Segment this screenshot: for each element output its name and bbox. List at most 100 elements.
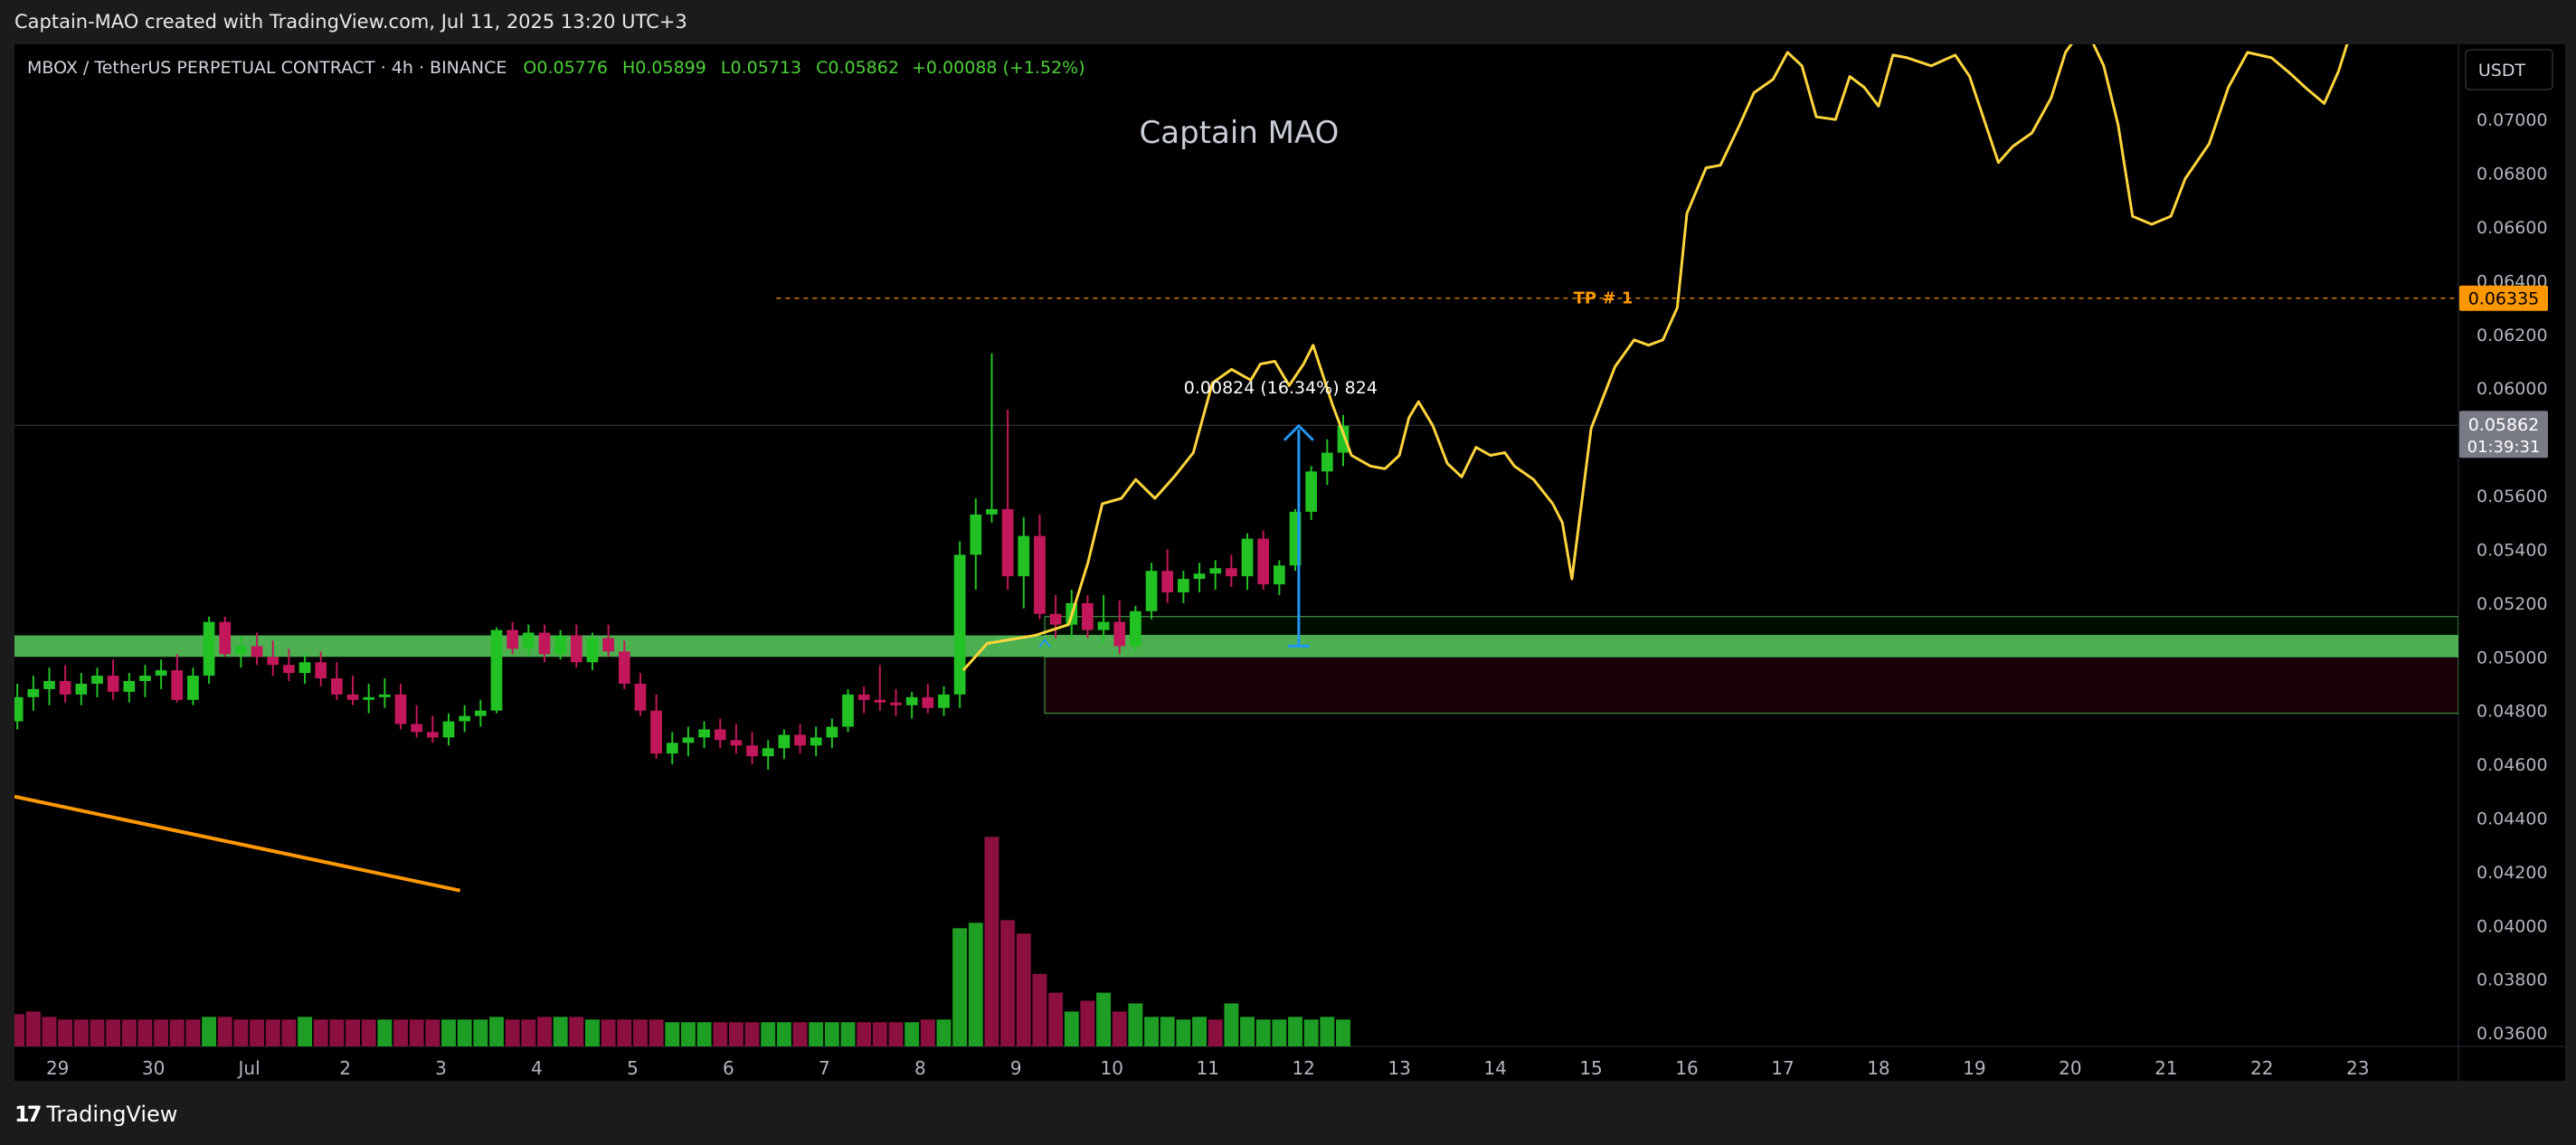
candle[interactable] <box>874 665 886 711</box>
candle[interactable] <box>1305 466 1318 520</box>
candle[interactable] <box>1049 594 1062 639</box>
candle[interactable] <box>107 659 119 700</box>
candle[interactable] <box>698 721 710 749</box>
candle[interactable] <box>794 724 806 754</box>
candle[interactable] <box>1001 409 1014 591</box>
time-tick-label: 23 <box>2346 1057 2369 1079</box>
candle[interactable] <box>1257 530 1270 591</box>
candle[interactable] <box>235 635 247 668</box>
candle[interactable] <box>1130 605 1141 652</box>
currency-button[interactable]: USDT <box>2465 49 2553 90</box>
candle[interactable] <box>123 673 136 703</box>
volume-bar <box>968 923 983 1046</box>
candle[interactable] <box>251 632 263 666</box>
candle[interactable] <box>554 629 566 660</box>
candle[interactable] <box>1018 516 1030 609</box>
candle-body <box>1337 425 1350 453</box>
candle[interactable] <box>43 667 55 705</box>
candle[interactable] <box>1337 414 1350 467</box>
candle[interactable] <box>171 654 184 703</box>
candle[interactable] <box>522 624 535 658</box>
candle[interactable] <box>922 683 934 714</box>
candle[interactable] <box>155 659 167 689</box>
candle[interactable] <box>538 624 551 663</box>
candle[interactable] <box>810 726 822 757</box>
candle[interactable] <box>1178 571 1189 603</box>
candle[interactable] <box>1161 549 1174 603</box>
candle[interactable] <box>203 616 215 684</box>
candle[interactable] <box>346 676 359 705</box>
candle[interactable] <box>570 624 582 668</box>
candle[interactable] <box>426 715 439 743</box>
candle[interactable] <box>1321 439 1333 486</box>
candle[interactable] <box>1193 563 1206 592</box>
candle[interactable] <box>986 353 998 523</box>
candle[interactable] <box>91 667 103 697</box>
volume-bar <box>473 1019 488 1046</box>
candle[interactable] <box>139 665 151 697</box>
candle[interactable] <box>1241 533 1254 591</box>
candle[interactable] <box>1097 594 1110 644</box>
candle[interactable] <box>507 621 519 655</box>
candle[interactable] <box>379 678 391 708</box>
candle-body <box>842 694 854 727</box>
candle[interactable] <box>1209 560 1222 591</box>
candle[interactable] <box>27 676 40 711</box>
candle[interactable] <box>953 541 966 708</box>
candle[interactable] <box>938 686 950 716</box>
candle[interactable] <box>219 616 232 658</box>
candle[interactable] <box>59 665 71 703</box>
candle[interactable] <box>970 498 982 591</box>
candle[interactable] <box>586 632 599 671</box>
candle[interactable] <box>1145 563 1158 620</box>
candle[interactable] <box>890 688 902 716</box>
projection-path[interactable] <box>961 0 2576 672</box>
price-axis-panel[interactable] <box>2458 44 2565 1046</box>
candle[interactable] <box>298 654 311 684</box>
candle[interactable] <box>857 686 870 714</box>
candle[interactable] <box>905 691 918 719</box>
candle[interactable] <box>602 624 614 658</box>
candle[interactable] <box>474 699 487 727</box>
candle[interactable] <box>331 662 343 700</box>
candle[interactable] <box>315 651 327 686</box>
candle[interactable] <box>714 718 726 749</box>
candle[interactable] <box>826 718 838 749</box>
volume-bar <box>425 1019 440 1046</box>
tradingview-logo[interactable]: 17 TradingView <box>14 1102 177 1127</box>
candle[interactable] <box>1113 600 1126 655</box>
candle[interactable] <box>634 673 647 716</box>
candle[interactable] <box>778 729 791 760</box>
candle[interactable] <box>394 683 407 730</box>
volume-bar <box>58 1019 73 1046</box>
candle[interactable] <box>666 732 678 765</box>
candle[interactable] <box>267 640 279 677</box>
candle[interactable] <box>459 705 471 733</box>
time-tick-label: 6 <box>723 1057 734 1079</box>
candle[interactable] <box>75 673 88 705</box>
trendline[interactable] <box>14 794 461 893</box>
candle[interactable] <box>283 648 295 682</box>
candle[interactable] <box>187 667 199 705</box>
candle[interactable] <box>1273 560 1285 595</box>
candle[interactable] <box>363 683 375 714</box>
candle[interactable] <box>746 732 758 765</box>
candle[interactable] <box>842 688 854 733</box>
candle[interactable] <box>730 724 743 754</box>
candle[interactable] <box>650 694 662 760</box>
candle[interactable] <box>442 713 455 746</box>
candle[interactable] <box>682 726 695 757</box>
price-tick-label: 0.04400 <box>2477 809 2548 829</box>
candle[interactable] <box>1226 554 1237 588</box>
candle[interactable] <box>411 705 423 738</box>
time-axis-panel[interactable] <box>14 1046 2565 1081</box>
candle[interactable] <box>1034 514 1046 620</box>
candle-body <box>442 721 455 738</box>
candle[interactable] <box>12 683 24 730</box>
candle[interactable] <box>618 640 630 689</box>
chart-pane[interactable] <box>14 44 2458 1046</box>
candle[interactable] <box>762 740 774 771</box>
candle[interactable] <box>1082 594 1094 639</box>
candle[interactable] <box>490 627 503 714</box>
